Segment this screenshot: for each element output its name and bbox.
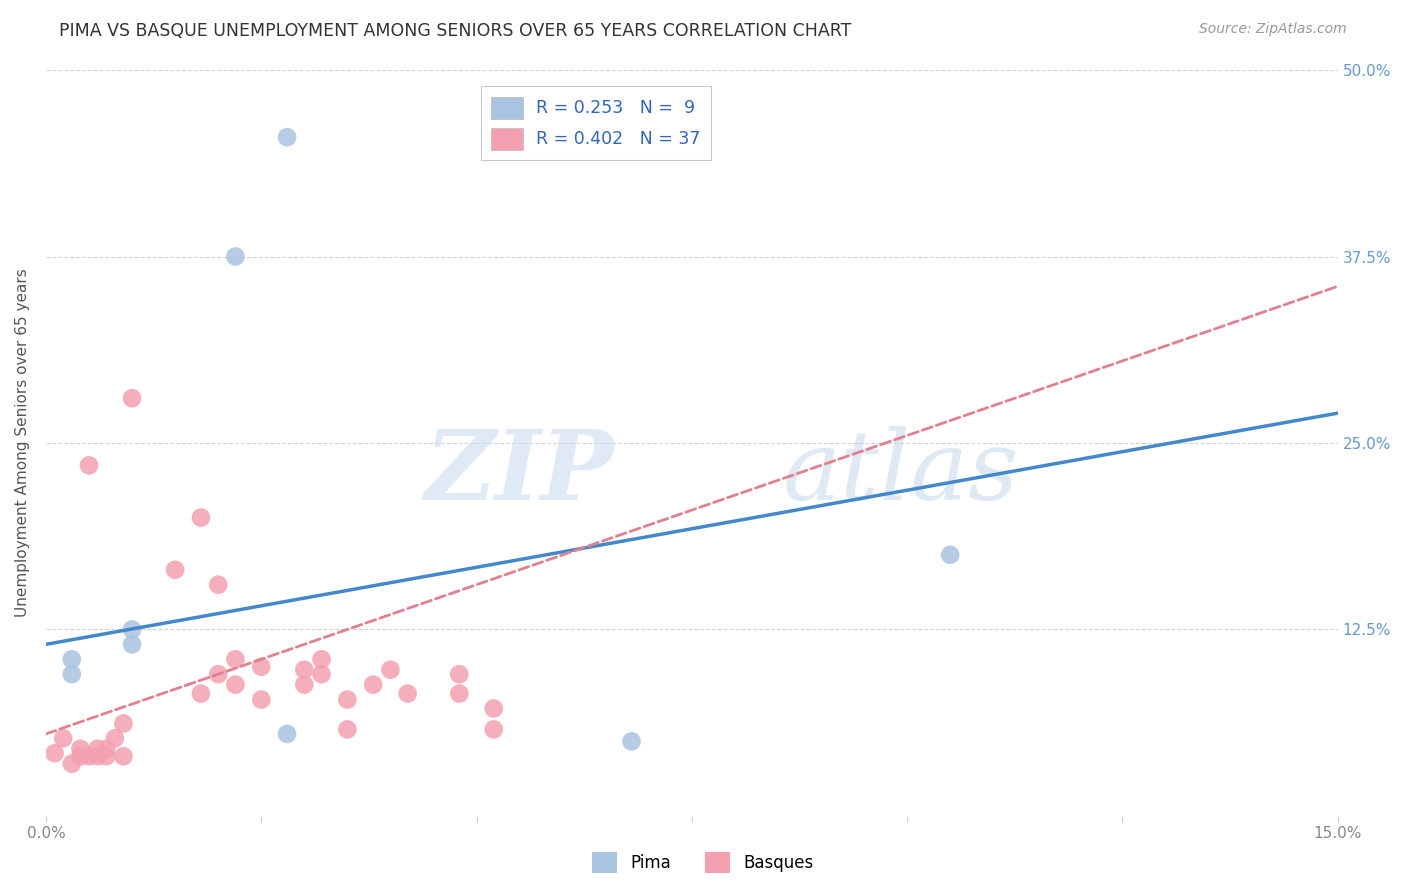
Point (482, 723, 505, 737)
Point (250, 692, 273, 706)
Point (311, 652, 333, 666)
Text: atlas: atlas (782, 425, 1018, 520)
Legend: R = 0.253   N =  9, R = 0.402   N = 37: R = 0.253 N = 9, R = 0.402 N = 37 (481, 87, 711, 161)
Point (60, 667, 83, 681)
Point (449, 667, 471, 681)
Point (112, 749, 135, 764)
Point (224, 678, 246, 692)
Point (276, 727, 298, 741)
Point (69, 749, 91, 764)
Text: ZIP: ZIP (425, 425, 614, 520)
Point (121, 637, 143, 651)
Point (112, 716, 135, 731)
Point (104, 731, 127, 746)
Point (96, 749, 118, 764)
Point (60, 652, 83, 666)
Point (44, 746, 66, 760)
Point (207, 577, 229, 591)
Point (86, 749, 108, 764)
Point (311, 667, 333, 681)
Point (224, 652, 246, 666)
Text: PIMA VS BASQUE UNEMPLOYMENT AMONG SENIORS OVER 65 YEARS CORRELATION CHART: PIMA VS BASQUE UNEMPLOYMENT AMONG SENIOR… (59, 22, 852, 40)
Point (336, 723, 359, 737)
Point (69, 741, 91, 756)
Point (620, 734, 643, 748)
Point (121, 391, 143, 405)
Point (939, 548, 962, 562)
Point (77, 749, 100, 764)
Point (207, 667, 229, 681)
Point (336, 692, 359, 706)
Point (276, 130, 298, 145)
Point (361, 678, 384, 692)
Point (96, 741, 118, 756)
Point (449, 687, 471, 701)
Point (380, 663, 402, 677)
Point (165, 563, 187, 577)
Point (396, 687, 419, 701)
Legend: Pima, Basques: Pima, Basques (586, 846, 820, 880)
Point (292, 678, 315, 692)
Point (224, 250, 246, 264)
Point (86, 741, 108, 756)
Point (292, 663, 315, 677)
Point (77, 458, 100, 473)
Text: Source: ZipAtlas.com: Source: ZipAtlas.com (1199, 22, 1347, 37)
Point (121, 623, 143, 637)
Point (482, 701, 505, 715)
Point (60, 756, 83, 771)
Y-axis label: Unemployment Among Seniors over 65 years: Unemployment Among Seniors over 65 years (15, 268, 30, 617)
Point (52, 731, 75, 746)
Point (190, 687, 212, 701)
Point (250, 659, 273, 673)
Point (190, 510, 212, 524)
